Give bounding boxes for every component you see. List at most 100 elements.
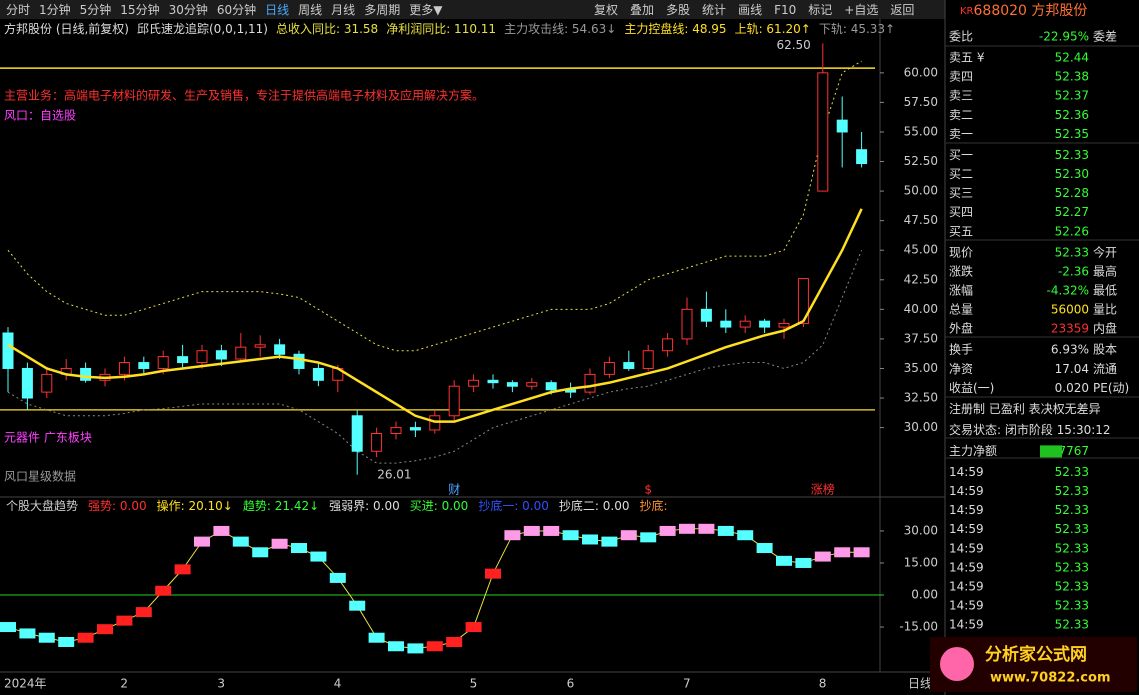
- trend-block: [523, 525, 540, 536]
- quote-label: 收益(一): [949, 381, 994, 395]
- quote-value: 52.26: [1055, 224, 1089, 238]
- trend-block: [582, 534, 598, 545]
- indicator-field: 强弱界: 0.00: [329, 499, 400, 513]
- low-label: 26.01: [377, 467, 411, 481]
- quote-extra: 今开: [1093, 244, 1117, 259]
- indicator-field: 抄底二: 0.00: [559, 498, 630, 513]
- trend-block: [310, 551, 327, 562]
- candle-body: [778, 323, 790, 328]
- y-tick-label: 0.00: [911, 588, 938, 602]
- quote-label: 总量: [949, 303, 973, 317]
- quote-value: 52.33: [1055, 148, 1089, 162]
- period-tab[interactable]: 5分钟: [80, 2, 112, 17]
- high-label: 62.50: [776, 38, 810, 52]
- info-item: 净利润同比: 110.11: [386, 22, 496, 36]
- y-tick-label: 30.00: [904, 420, 938, 434]
- period-tab[interactable]: 日线: [265, 3, 289, 17]
- indicator-field: 强势: 0.00: [88, 499, 147, 513]
- quote-label: 卖一: [949, 127, 973, 141]
- period-tab[interactable]: 多周期: [364, 3, 400, 17]
- candle-body: [545, 382, 557, 391]
- x-tick-label: 2024年: [4, 677, 47, 691]
- quote-label: 14:59: [949, 503, 984, 517]
- quote-value: 0.020: [1055, 381, 1089, 395]
- trend-block: [485, 568, 501, 579]
- quote-value: 52.38: [1055, 70, 1089, 84]
- period-tabs: 分时 1分钟 5分钟 15分钟 30分钟 60分钟 日线 周线 月线 多周期 更多▼: [6, 2, 443, 17]
- quote-value: 56000: [1051, 303, 1089, 317]
- period-tab[interactable]: 1分钟: [39, 2, 71, 17]
- trend-block: [19, 628, 36, 639]
- y-tick-label: 15.00: [904, 555, 938, 569]
- trend-block: [38, 632, 55, 643]
- quote-label: 买五: [949, 224, 973, 238]
- quote-label: 涨幅: [949, 283, 973, 298]
- indicator-header: 个股大盘趋势 强势: 0.00 操作: 20.10↓ 趋势: 21.42↓ 强弱界: 0…: [6, 498, 668, 513]
- toolbar-button[interactable]: 复权: [594, 3, 618, 17]
- quote-value: 6.93%: [1051, 343, 1089, 357]
- event-marker: 财: [448, 483, 460, 497]
- trend-block: [349, 600, 366, 611]
- toolbar-button[interactable]: 返回: [890, 3, 914, 17]
- candle-body: [526, 382, 538, 387]
- period-tab[interactable]: 更多▼: [409, 3, 443, 17]
- y-tick-label: 60.00: [904, 65, 938, 79]
- trend-block: [252, 547, 269, 558]
- trend-block: [388, 641, 404, 652]
- trend-block: [543, 525, 560, 536]
- period-tab[interactable]: 15分钟: [120, 2, 159, 17]
- quote-value: 17.04: [1055, 362, 1089, 376]
- quote-label: 14:59: [949, 484, 984, 498]
- quote-label: 注册制 已盈利 表决权无差异: [949, 401, 1101, 416]
- candle-body: [856, 149, 868, 165]
- candle-body: [681, 308, 693, 340]
- toolbar-button[interactable]: 统计: [702, 3, 726, 17]
- y-tick-label: 52.50: [904, 154, 938, 168]
- trend-block: [174, 564, 191, 575]
- candle-body: [797, 278, 809, 325]
- indicator-field: 操作: 20.10↓: [157, 498, 233, 513]
- quote-extra: 最低: [1093, 284, 1117, 298]
- x-tick-label: 3: [217, 677, 225, 691]
- quote-label: 14:59: [949, 599, 984, 613]
- toolbar-button[interactable]: 叠加: [630, 3, 654, 17]
- info-item: 主力控盘线: 48.95: [624, 21, 726, 36]
- info-item: 邱氏速龙追踪(0,0,1,11): [137, 21, 268, 36]
- trend-block: [368, 632, 385, 643]
- candle-body: [351, 415, 363, 452]
- period-tab[interactable]: 日线: [908, 677, 932, 691]
- trend-block: [155, 585, 172, 596]
- period-tab[interactable]: 月线: [331, 3, 355, 17]
- trend-block: [853, 547, 870, 558]
- period-tab[interactable]: 30分钟: [169, 2, 208, 17]
- period-tab[interactable]: 周线: [298, 3, 322, 17]
- quote-label: 卖五 ¥: [949, 51, 985, 65]
- quote-label: 委比: [949, 30, 973, 44]
- quote-label: 卖三: [949, 89, 973, 103]
- toolbar-button[interactable]: 画线: [738, 3, 762, 17]
- candle-body: [80, 367, 92, 381]
- trend-block: [659, 525, 676, 536]
- toolbar-button[interactable]: 标记: [808, 3, 832, 17]
- quote-value: 52.33: [1055, 541, 1089, 555]
- toolbar-button[interactable]: +自选: [844, 3, 878, 17]
- y-tick-label: 32.50: [904, 391, 938, 405]
- candle-body: [390, 427, 402, 435]
- quote-extra: 委差: [1093, 30, 1117, 44]
- trend-block: [717, 525, 734, 536]
- quote-value: -2.36: [1058, 264, 1089, 278]
- quote-value: 52.33: [1055, 618, 1089, 632]
- period-tab[interactable]: 分时: [6, 3, 30, 17]
- toolbar-button[interactable]: F10: [774, 3, 796, 17]
- quote-label: 14:59: [949, 560, 984, 574]
- x-tick-label: 7: [683, 677, 691, 691]
- indicator-field: 抄底一: 0.00: [478, 498, 549, 513]
- toolbar-buttons: 复权 叠加 多股 统计 画线 F10 标记 +自选 返回: [594, 3, 914, 17]
- quote-value: 52.33: [1055, 599, 1089, 613]
- quote-extra: 流通: [1093, 362, 1117, 376]
- candle-body: [448, 385, 460, 417]
- toolbar-button[interactable]: 多股: [666, 3, 690, 17]
- trend-block: [465, 622, 482, 633]
- x-tick-label: 2: [120, 677, 128, 691]
- period-tab[interactable]: 60分钟: [217, 2, 256, 17]
